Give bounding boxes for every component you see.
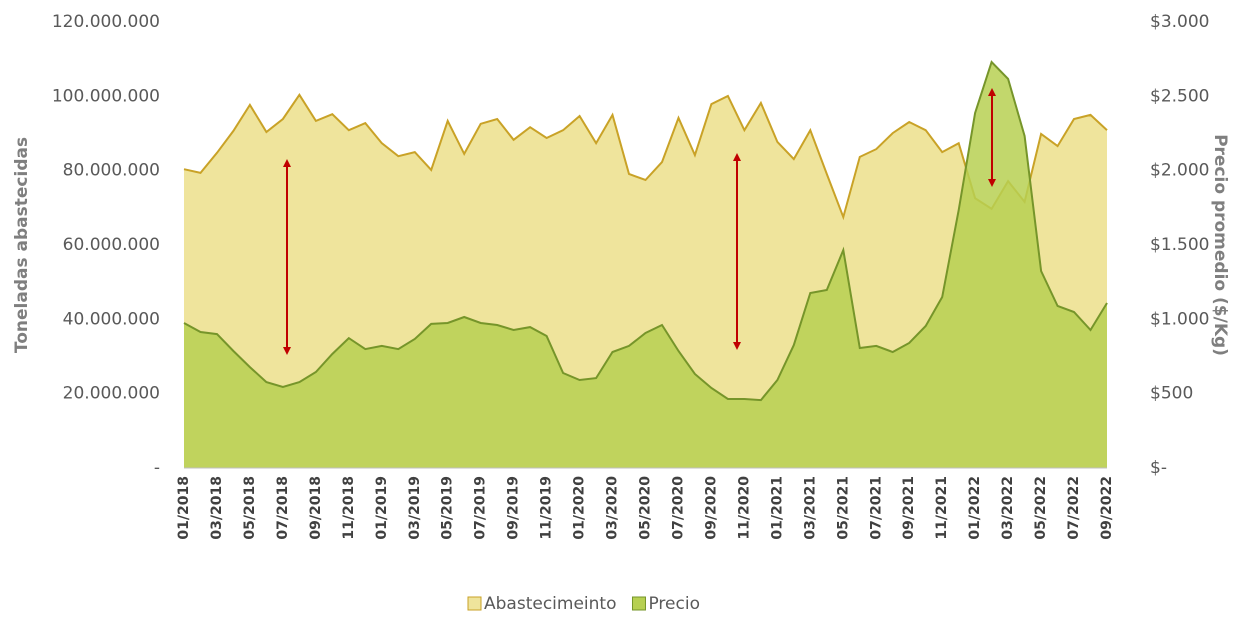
x-tick-label: 07/2021 bbox=[868, 476, 884, 540]
area-line bbox=[183, 60, 1108, 402]
y-tick-label: 100.000.000 bbox=[52, 86, 160, 106]
y2-tick-label: $- bbox=[1150, 458, 1167, 478]
x-tick-label: 05/2019 bbox=[440, 476, 456, 540]
x-tick-label: 11/2018 bbox=[341, 476, 357, 540]
x-tick-label: 01/2020 bbox=[572, 476, 588, 540]
x-tick-label: 01/2019 bbox=[374, 476, 390, 540]
y2-tick-label: $500 bbox=[1150, 384, 1193, 404]
x-tick-label: 09/2018 bbox=[308, 476, 324, 540]
plot-area bbox=[183, 60, 1108, 469]
legend-swatch bbox=[631, 596, 646, 611]
x-tick-label: 01/2022 bbox=[967, 476, 983, 540]
y-axis-title: Toneladas abastecidas bbox=[12, 137, 32, 353]
x-tick-label: 05/2021 bbox=[835, 476, 851, 540]
x-tick-label: 11/2019 bbox=[539, 476, 555, 540]
y-tick-label: 120.000.000 bbox=[52, 12, 160, 32]
y-tick-label: 20.000.000 bbox=[63, 384, 160, 404]
x-tick-label: 07/2018 bbox=[275, 476, 291, 540]
x-tick-label: 07/2019 bbox=[473, 476, 489, 540]
x-tick-label: 09/2020 bbox=[703, 476, 719, 540]
x-tick-label: 03/2020 bbox=[605, 476, 621, 540]
y-tick-label: - bbox=[154, 458, 160, 478]
y2-tick-label: $3.000 bbox=[1150, 12, 1209, 32]
y-tick-label: 40.000.000 bbox=[63, 309, 160, 329]
legend-label: Abastecimeinto bbox=[484, 594, 616, 614]
area-line bbox=[183, 92, 1108, 221]
x-tick-label: 11/2020 bbox=[736, 476, 752, 540]
y-tick-label: 60.000.000 bbox=[63, 235, 160, 255]
x-tick-label: 07/2020 bbox=[670, 476, 686, 540]
legend-label: Precio bbox=[648, 594, 700, 614]
x-tick-label: 03/2018 bbox=[209, 476, 225, 540]
area-fill bbox=[184, 62, 1107, 468]
x-tick-label: 01/2021 bbox=[769, 476, 785, 540]
y-tick-label: 80.000.000 bbox=[63, 161, 160, 181]
y2-tick-label: $2.500 bbox=[1150, 86, 1209, 106]
y2-tick-label: $2.000 bbox=[1150, 161, 1209, 181]
x-tick-label: 07/2022 bbox=[1066, 476, 1082, 540]
x-tick-label: 09/2021 bbox=[901, 476, 917, 540]
x-tick-label: 05/2020 bbox=[638, 476, 654, 540]
x-tick-label: 09/2019 bbox=[506, 476, 522, 540]
y2-tick-label: $1.000 bbox=[1150, 309, 1209, 329]
annotation-arrows bbox=[283, 88, 996, 355]
x-tick-label: 05/2018 bbox=[242, 476, 258, 540]
x-tick-label: 03/2021 bbox=[802, 476, 818, 540]
x-tick-label: 03/2019 bbox=[407, 476, 423, 540]
x-tick-label: 01/2018 bbox=[176, 476, 192, 540]
x-tick-label: 05/2022 bbox=[1033, 476, 1049, 540]
y2-axis-title: Precio promedio ($/Kg) bbox=[1210, 134, 1230, 356]
legend-swatch bbox=[467, 596, 482, 611]
x-tick-label: 11/2021 bbox=[934, 476, 950, 540]
x-tick-label: 03/2022 bbox=[1000, 476, 1016, 540]
y2-tick-label: $1.500 bbox=[1150, 235, 1209, 255]
x-tick-label: 09/2022 bbox=[1099, 476, 1115, 540]
